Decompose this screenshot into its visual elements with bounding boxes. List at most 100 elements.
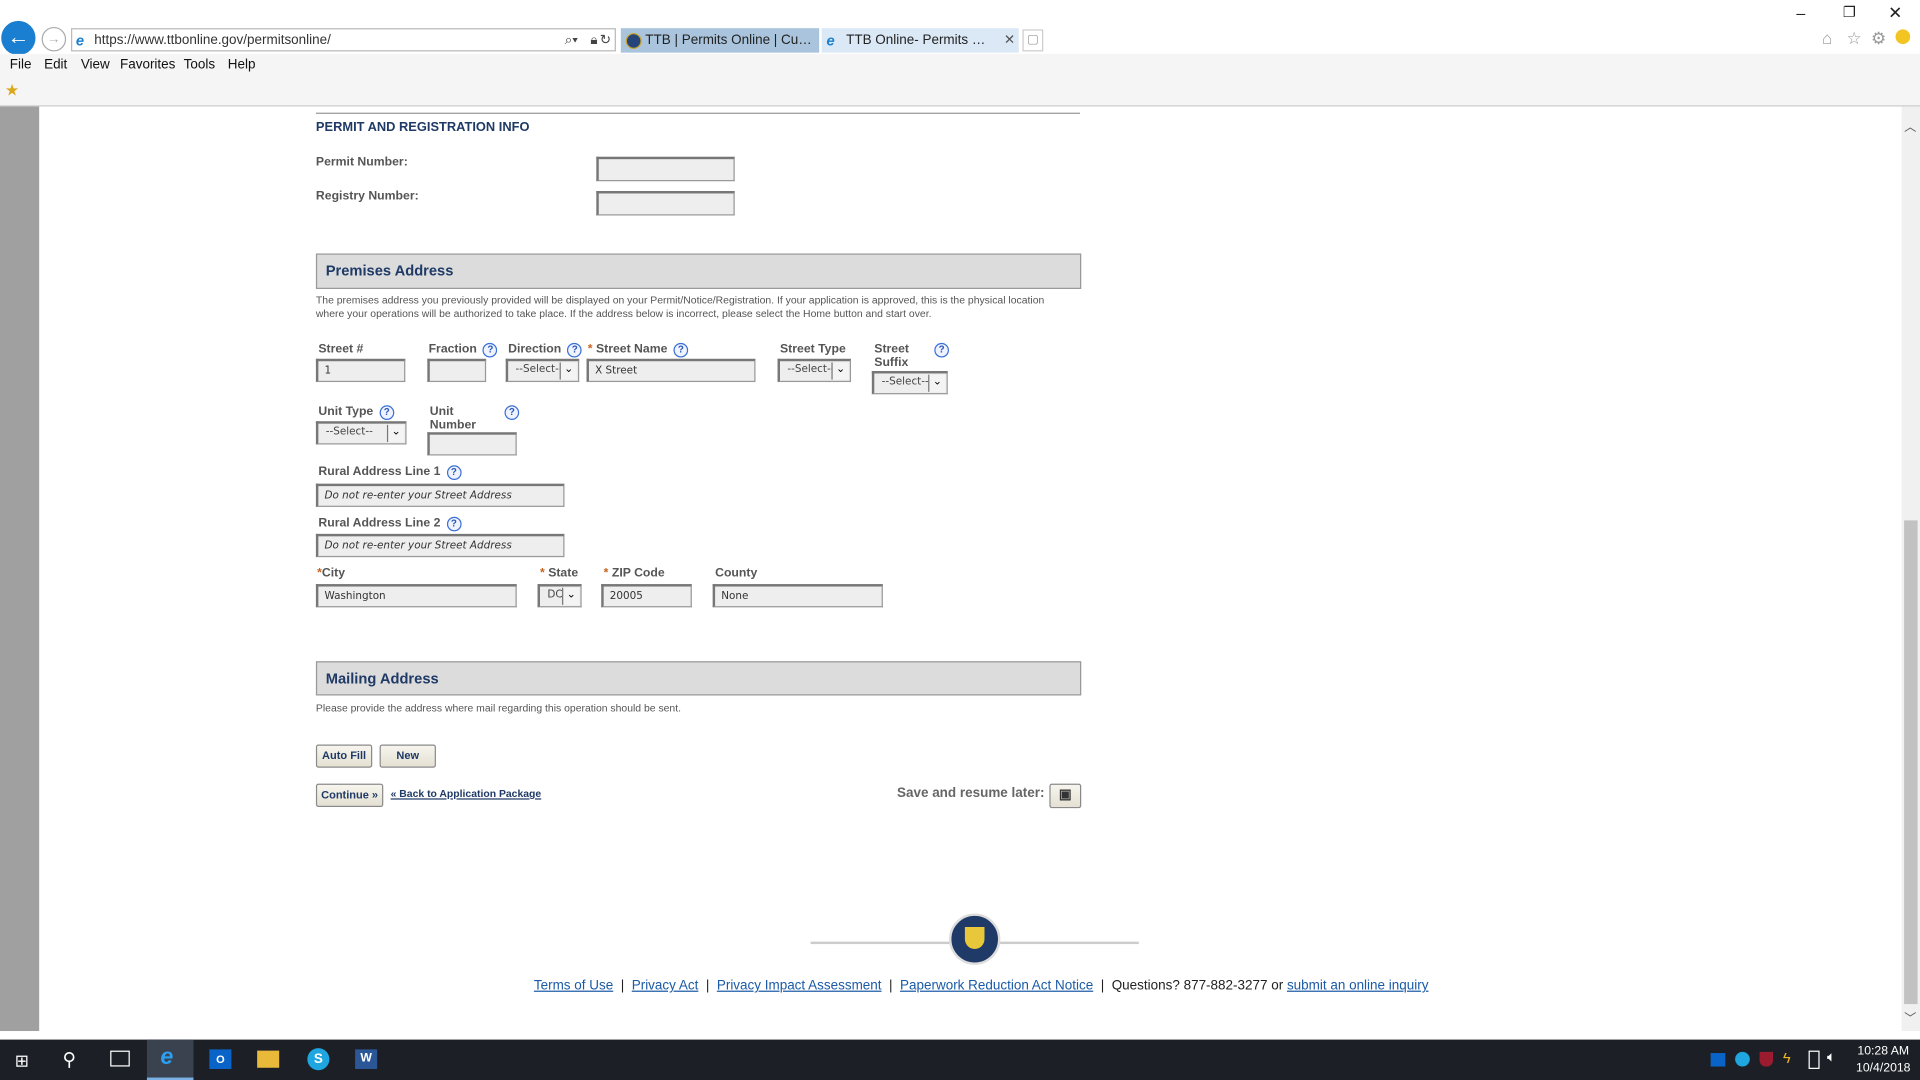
unit-type-select[interactable]: --Select-- ⌄ — [315, 421, 407, 445]
county-field[interactable]: None — [712, 584, 883, 608]
windows-start-icon[interactable]: ⊞ — [14, 1050, 30, 1071]
word-icon[interactable]: W — [355, 1049, 378, 1069]
new-tab-button[interactable]: ▢ — [1022, 29, 1044, 52]
city-field[interactable]: Washington — [315, 584, 517, 608]
new-button[interactable]: New — [379, 744, 436, 768]
clock-date: 10/4/2018 — [1856, 1061, 1911, 1076]
tab-ttb-online-permits[interactable]: e TTB Online- Permits Online... ✕ — [821, 28, 1019, 53]
street-number-label: Street # — [318, 342, 364, 357]
menu-help[interactable]: Help — [227, 57, 256, 73]
ie-page-icon: e — [826, 31, 835, 49]
auto-fill-button[interactable]: Auto Fill — [315, 744, 373, 768]
gear-icon[interactable]: ⚙ — [1871, 28, 1887, 48]
menu-file[interactable]: File — [9, 57, 32, 73]
volume-icon[interactable]: 🔈︎ — [1826, 1048, 1836, 1066]
street-name-field[interactable]: X Street — [586, 358, 756, 383]
tab-ttb-permits-custom[interactable]: TTB | Permits Online | Custom... — [620, 28, 820, 53]
close-tab-icon[interactable]: ✕ — [1003, 33, 1016, 48]
address-bar[interactable]: e https://www.ttbonline.gov/permitsonlin… — [71, 28, 616, 52]
registry-number-field[interactable] — [596, 191, 735, 216]
search-icon[interactable]: ⚲ — [62, 1049, 76, 1071]
registry-number-label: Registry Number: — [315, 189, 419, 204]
section-heading: PERMIT AND REGISTRATION INFO — [315, 120, 530, 135]
vertical-scrollbar[interactable]: ︿ ﹀ — [1901, 106, 1920, 1032]
fraction-field[interactable] — [427, 358, 487, 383]
state-select[interactable]: DC ⌄ — [537, 584, 582, 608]
select-value: --Select-- — [787, 363, 835, 376]
help-icon[interactable]: ? — [483, 342, 498, 358]
tray-app-icon[interactable]: ϟ — [1782, 1049, 1791, 1067]
street-number-field[interactable]: 1 — [315, 358, 406, 383]
questions-text: Questions? 877-882-3277 or — [1111, 978, 1284, 994]
tray-mcafee-icon[interactable] — [1759, 1051, 1774, 1067]
street-type-select[interactable]: --Select-- ⌄ — [777, 358, 852, 383]
ie-page-icon: e — [75, 31, 85, 49]
permit-number-field[interactable] — [596, 156, 735, 182]
skype-icon[interactable]: S — [307, 1048, 330, 1071]
paperwork-reduction-link[interactable]: Paperwork Reduction Act Notice — [900, 978, 1094, 994]
separator: | — [620, 978, 625, 994]
help-icon[interactable]: ? — [673, 342, 689, 358]
chevron-down-icon: ⌄ — [386, 424, 405, 443]
taskbar-ie[interactable]: e — [146, 1039, 194, 1080]
refresh-icon[interactable]: ↻ — [599, 33, 612, 48]
lock-icon[interactable]: 🔒︎ — [590, 33, 598, 48]
help-icon[interactable]: ? — [379, 405, 395, 421]
usb-device-icon[interactable] — [1808, 1050, 1820, 1069]
help-icon[interactable]: ? — [504, 405, 520, 421]
smiley-feedback-icon[interactable] — [1895, 29, 1911, 45]
required-mark: * — [587, 342, 593, 357]
zip-field[interactable]: 20005 — [601, 584, 692, 608]
continue-button[interactable]: Continue » — [315, 783, 384, 807]
city-label: City — [321, 566, 346, 581]
help-icon[interactable]: ? — [446, 516, 462, 532]
clock[interactable]: 10:28 AM 10/4/2018 — [1851, 1043, 1915, 1077]
menu-favorites[interactable]: Favorites — [120, 57, 176, 73]
menu-tools[interactable]: Tools — [183, 57, 216, 73]
outlook-icon[interactable]: O — [209, 1049, 232, 1069]
chevron-down-icon: ⌄ — [562, 587, 580, 605]
favorites-bar-star-icon[interactable]: ★ — [4, 80, 20, 100]
menu-view[interactable]: View — [80, 57, 110, 73]
privacy-act-link[interactable]: Privacy Act — [631, 978, 699, 994]
direction-label: Direction — [508, 342, 562, 357]
forward-button[interactable]: → — [41, 26, 67, 52]
separator: | — [889, 978, 893, 994]
chevron-down-icon: ⌄ — [831, 362, 849, 380]
scroll-down-icon[interactable]: ﹀ — [1904, 1012, 1917, 1027]
unit-number-field[interactable] — [427, 432, 517, 456]
file-explorer-icon[interactable] — [257, 1050, 280, 1068]
home-icon[interactable]: ⌂ — [1822, 28, 1833, 48]
help-icon[interactable]: ? — [934, 342, 949, 358]
help-icon[interactable]: ? — [446, 465, 462, 481]
search-icon[interactable]: ⌕▾ — [564, 33, 578, 48]
chevron-down-icon: ⌄ — [928, 374, 946, 392]
help-icon[interactable]: ? — [567, 342, 583, 358]
minimize-button[interactable]: – — [1796, 3, 1806, 23]
tray-outlook-icon[interactable] — [1710, 1053, 1726, 1067]
save-floppy-icon[interactable]: ▣ — [1049, 783, 1082, 809]
street-suffix-select[interactable]: --Select-- ⌄ — [871, 371, 948, 395]
treasury-seal-logo — [948, 913, 1001, 965]
terms-of-use-link[interactable]: Terms of Use — [533, 978, 614, 994]
tray-skype-icon[interactable] — [1735, 1051, 1750, 1067]
required-mark: * — [317, 566, 322, 581]
state-label: State — [548, 566, 579, 581]
restore-button[interactable]: ❐ — [1842, 3, 1857, 21]
street-suffix-label: Street Suffix — [874, 342, 910, 370]
online-inquiry-link[interactable]: submit an online inquiry — [1286, 978, 1429, 994]
direction-select[interactable]: --Select-- ⌄ — [505, 358, 580, 383]
scrollbar-thumb[interactable] — [1904, 520, 1918, 1005]
rural-line2-field[interactable]: Do not re-enter your Street Address — [315, 533, 565, 558]
rural-line1-field[interactable]: Do not re-enter your Street Address — [315, 483, 565, 507]
privacy-impact-link[interactable]: Privacy Impact Assessment — [716, 978, 882, 994]
scroll-up-icon[interactable]: ︿ — [1904, 121, 1917, 135]
required-mark: * — [540, 566, 545, 581]
close-button[interactable]: ✕ — [1888, 2, 1903, 23]
task-view-icon[interactable] — [110, 1050, 130, 1067]
back-button[interactable]: ← — [1, 20, 36, 56]
favorites-star-icon[interactable]: ☆ — [1846, 28, 1862, 48]
menu-edit[interactable]: Edit — [44, 57, 68, 73]
back-to-application-link[interactable]: « Back to Application Package — [390, 787, 542, 800]
